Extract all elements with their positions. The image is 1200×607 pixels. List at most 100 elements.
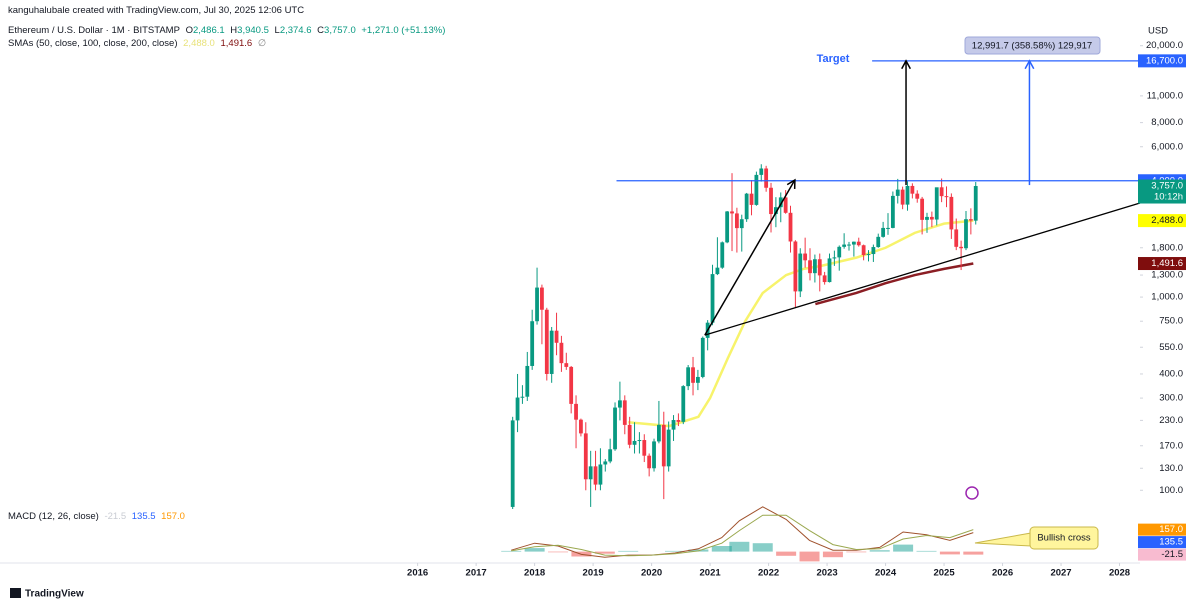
candle-body — [613, 407, 617, 450]
candle-body — [657, 424, 661, 442]
callout-text: Bullish cross — [1037, 533, 1091, 544]
candle-body — [925, 216, 929, 220]
candle-body — [886, 227, 890, 229]
y-tick-label: 20,000.0 — [1146, 40, 1183, 51]
candle-body — [939, 187, 944, 197]
candle-body — [647, 455, 652, 469]
macd-histogram — [548, 551, 569, 553]
candle-body — [686, 367, 691, 387]
macd-histogram — [618, 550, 639, 552]
ohlc-key: O — [185, 25, 193, 36]
macd-histogram — [729, 541, 750, 552]
ohlc-value: 3,757.0 — [324, 25, 356, 36]
y-tick-label: 750.0 — [1159, 316, 1183, 327]
candle-body — [973, 186, 978, 221]
price-label-box — [1138, 54, 1186, 68]
candle-body — [720, 242, 725, 268]
y-tick-label: 1,800.0 — [1151, 242, 1183, 253]
candle-body — [540, 287, 544, 310]
sma-value: 1,491.6 — [220, 38, 253, 49]
candle-body — [579, 419, 583, 434]
macd-label-box — [1138, 536, 1186, 549]
candle-body — [920, 198, 925, 220]
candle-body — [554, 330, 559, 343]
candle-body — [700, 337, 705, 377]
macd-label-box — [1138, 548, 1186, 561]
candle-body — [749, 193, 754, 205]
y-tick-label: 8,000.0 — [1151, 117, 1183, 128]
candle-body — [734, 213, 739, 229]
y-tick-label: 11,000.0 — [1147, 90, 1183, 101]
macd-histogram — [664, 550, 685, 552]
candle-body — [944, 196, 949, 198]
candle-body — [593, 466, 598, 485]
candle-body — [618, 400, 622, 408]
candle-body — [598, 464, 603, 485]
macd-histogram — [963, 551, 984, 555]
candle-body — [544, 309, 549, 374]
candle-body — [895, 189, 900, 196]
x-tick-label: 2021 — [700, 568, 722, 579]
macd-line — [511, 506, 974, 558]
candle-body — [666, 429, 671, 467]
candle-body — [530, 321, 535, 366]
x-tick-label: 2023 — [817, 568, 838, 579]
candle-body — [866, 254, 871, 256]
symbol-row: Ethereum / U.S. Dollar · 1M · BITSTAMP O… — [8, 25, 448, 36]
macd-label-box — [1138, 523, 1186, 536]
macd-value: -21.5 — [104, 511, 127, 522]
brand-logo — [10, 588, 21, 598]
sma-line — [628, 219, 974, 428]
candle-body — [574, 403, 578, 420]
ohlc-value: 2,374.6 — [279, 25, 312, 36]
candle-body — [564, 363, 569, 367]
arrow-head — [1024, 59, 1035, 70]
macd-title: MACD (12, 26, close) — [8, 511, 99, 522]
candle-body — [793, 241, 798, 292]
sma-line — [815, 262, 974, 306]
price-label: 1,491.6 — [1151, 258, 1183, 269]
macd-histogram — [501, 550, 522, 552]
candle-body — [847, 244, 851, 246]
callout-box — [1029, 526, 1099, 550]
author-line: kanguhalubale created with TradingView.c… — [8, 5, 305, 16]
y-tick-label: 100.0 — [1159, 485, 1183, 496]
candle-body — [525, 365, 530, 397]
candle-body — [661, 424, 666, 467]
sma-row: SMAs (50, close, 100, close, 200, close)… — [8, 38, 269, 49]
candle-body — [842, 244, 847, 247]
candle-body — [968, 219, 973, 221]
macd-histogram — [869, 550, 890, 552]
candle-body — [817, 259, 822, 276]
candle-body — [549, 330, 554, 374]
candle-body — [603, 461, 608, 465]
macd-histogram — [822, 551, 843, 558]
candle-body — [608, 449, 613, 462]
macd-row: MACD (12, 26, close) -21.5 135.5 157.0 — [8, 511, 188, 522]
macd-histogram — [711, 546, 732, 552]
price-label-box — [1138, 179, 1186, 204]
macd-histogram — [893, 544, 914, 552]
candle-body — [837, 246, 842, 258]
candle-body — [569, 366, 574, 404]
macd-histogram — [776, 551, 797, 556]
x-tick-label: 2017 — [466, 568, 487, 579]
y-tick-label: 230.0 — [1159, 415, 1183, 426]
macd-label: -21.5 — [1161, 549, 1183, 560]
macd-histogram — [939, 551, 960, 555]
candle-body — [652, 441, 656, 469]
candle-body — [773, 207, 778, 215]
candle-body — [559, 342, 564, 364]
price-label: 16,700.0 — [1146, 55, 1183, 66]
macd-histogram — [594, 551, 615, 554]
sma-value: ∅ — [257, 38, 267, 49]
x-tick-label: 2018 — [524, 568, 545, 579]
arrow — [704, 179, 796, 336]
candle-body — [676, 420, 681, 422]
candle-body — [520, 396, 525, 398]
trendline — [704, 202, 1141, 336]
candle-body — [725, 211, 730, 243]
candle-body — [681, 386, 686, 422]
y-tick-label: 170.0 — [1159, 440, 1183, 451]
candle-body — [622, 400, 627, 425]
